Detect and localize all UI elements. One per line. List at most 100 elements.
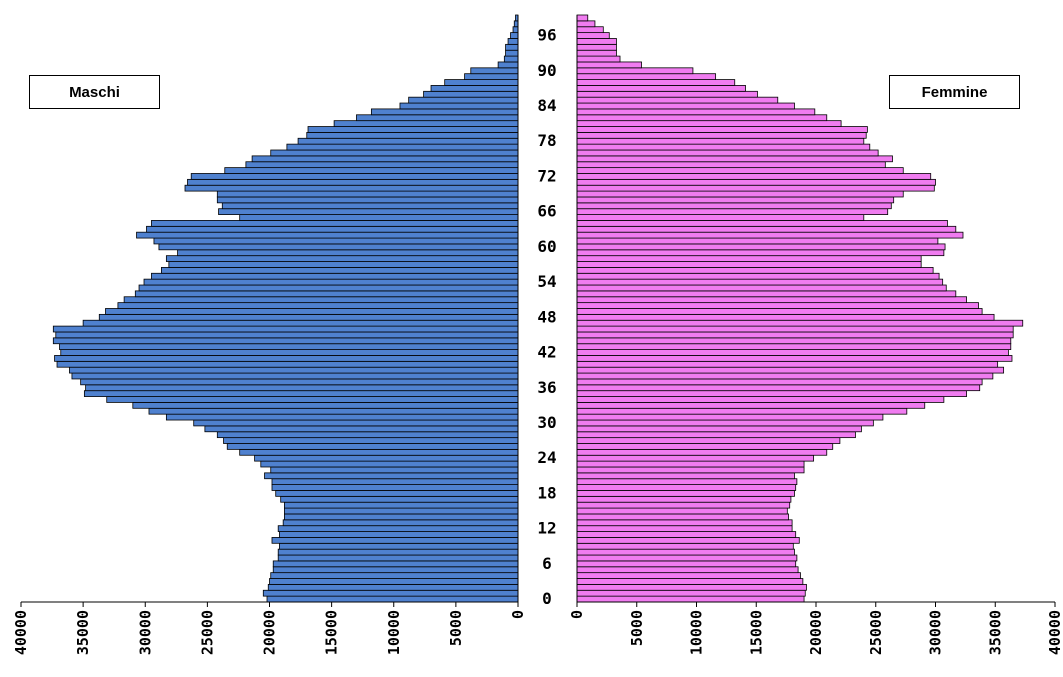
male-bar-age-55	[151, 272, 519, 280]
female-bar-age-37	[576, 378, 983, 386]
male-bar-age-97	[512, 26, 519, 34]
female-bar-age-94	[576, 43, 617, 51]
male-bar-age-52	[134, 290, 519, 298]
female-bar-age-55	[576, 272, 940, 280]
female-bar-age-47	[576, 319, 1024, 327]
male-bar-age-90	[470, 67, 519, 75]
female-bars-group	[576, 14, 1024, 603]
female-bar-age-70	[576, 184, 935, 192]
male-bar-age-65	[239, 214, 519, 221]
male-bar-age-47	[82, 319, 519, 327]
female-bar-age-0	[576, 595, 805, 603]
female-bar-age-2	[576, 583, 807, 591]
male-bar-age-75	[251, 155, 519, 163]
male-x-tick-label-35000: 35000	[74, 610, 92, 655]
female-bar-age-52	[576, 290, 957, 298]
female-x-tick-label-35000: 35000	[986, 610, 1004, 655]
male-bar-age-29	[204, 425, 519, 433]
female-bar-age-82	[576, 114, 828, 122]
male-bar-age-39	[69, 366, 519, 374]
female-bar-age-29	[576, 425, 862, 433]
male-bar-age-16	[284, 501, 519, 509]
male-bar-age-87	[430, 85, 519, 92]
male-bar-age-12	[277, 525, 519, 532]
age-tick-label-30: 30	[537, 413, 556, 432]
age-tick-label-0: 0	[542, 589, 552, 608]
female-bar-age-1	[576, 589, 806, 597]
female-bar-age-79	[576, 131, 867, 139]
male-bar-age-42	[60, 349, 519, 356]
male-bar-age-69	[216, 190, 519, 198]
female-x-tick-label-15000: 15000	[747, 610, 765, 655]
female-bar-age-11	[576, 531, 797, 538]
male-bar-age-74	[245, 161, 519, 169]
male-x-tick-label-15000: 15000	[323, 610, 341, 655]
male-bar-age-30	[193, 419, 519, 427]
male-bar-age-88	[444, 79, 519, 86]
female-bar-age-58	[576, 255, 922, 262]
male-bar-age-80	[307, 126, 519, 133]
female-bar-age-87	[576, 85, 746, 92]
female-bar-age-4	[576, 572, 801, 579]
female-bar-age-9	[576, 542, 794, 550]
male-bar-age-36	[85, 384, 519, 392]
female-x-tick-label-5000: 5000	[628, 610, 646, 646]
male-bar-age-18	[275, 490, 519, 497]
male-bar-age-1	[262, 589, 519, 597]
female-bar-age-73	[576, 167, 904, 174]
male-bar-age-27	[223, 437, 519, 444]
male-bar-age-22	[270, 466, 519, 474]
female-bar-age-62	[576, 231, 964, 239]
female-bar-age-43	[576, 343, 1012, 350]
female-bar-age-72	[576, 173, 932, 180]
female-bar-age-46	[576, 325, 1014, 333]
legend-female: Femmine	[889, 75, 1020, 109]
female-bar-age-36	[576, 384, 981, 392]
male-bar-age-23	[260, 460, 519, 468]
male-bar-age-64	[151, 220, 519, 227]
age-tick-label-96: 96	[537, 26, 556, 45]
legend-male: Maschi	[29, 75, 160, 109]
male-bar-age-48	[98, 313, 519, 321]
female-bar-age-67	[576, 202, 892, 210]
female-bar-age-74	[576, 161, 886, 169]
age-tick-label-66: 66	[537, 202, 556, 221]
age-tick-label-78: 78	[537, 131, 556, 150]
female-bar-age-78	[576, 137, 865, 145]
female-bar-age-60	[576, 243, 946, 251]
female-bar-age-59	[576, 249, 945, 257]
female-bar-age-26	[576, 443, 834, 450]
male-bar-age-19	[271, 484, 519, 491]
male-bar-age-10	[271, 537, 519, 544]
male-bar-age-43	[59, 343, 519, 350]
male-bar-age-91	[497, 61, 519, 69]
male-bar-age-72	[190, 173, 519, 180]
male-bar-age-73	[224, 167, 519, 174]
age-tick-label-6: 6	[542, 554, 552, 573]
female-bar-age-13	[576, 519, 793, 527]
female-bar-age-75	[576, 155, 893, 163]
female-bar-age-77	[576, 143, 871, 151]
male-bar-age-3	[269, 578, 519, 585]
male-bar-age-85	[408, 96, 519, 104]
male-bar-age-9	[279, 542, 519, 550]
male-bar-age-81	[333, 120, 519, 127]
female-bar-age-56	[576, 267, 934, 274]
male-bar-age-56	[160, 267, 519, 274]
female-bar-age-85	[576, 96, 779, 104]
female-bar-age-20	[576, 478, 798, 486]
male-bar-age-2	[267, 583, 519, 591]
female-bar-age-3	[576, 578, 804, 585]
male-bar-age-67	[221, 202, 519, 210]
value-tick-labels: 0 0 5000 5000 10000 10000 15000 15000 20000 20000…	[12, 610, 1063, 655]
male-bar-age-98	[513, 20, 519, 28]
female-bar-age-16	[576, 501, 791, 509]
age-tick-label-12: 12	[537, 519, 556, 538]
male-bar-age-78	[297, 137, 519, 145]
male-bar-age-38	[71, 372, 519, 380]
male-bar-age-24	[254, 454, 519, 462]
female-bar-age-24	[576, 454, 815, 462]
female-bar-age-18	[576, 490, 795, 497]
female-bar-age-21	[576, 472, 795, 480]
